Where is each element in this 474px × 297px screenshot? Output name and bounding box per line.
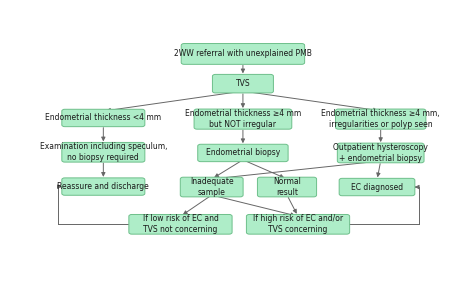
- FancyBboxPatch shape: [337, 143, 424, 163]
- FancyBboxPatch shape: [246, 214, 350, 234]
- FancyBboxPatch shape: [212, 75, 273, 93]
- Text: Reassure and discharge: Reassure and discharge: [57, 182, 149, 191]
- Text: Examination including speculum,
no biopsy required: Examination including speculum, no biops…: [40, 142, 167, 162]
- FancyBboxPatch shape: [194, 109, 292, 129]
- FancyBboxPatch shape: [62, 143, 145, 162]
- Text: If low risk of EC and
TVS not concerning: If low risk of EC and TVS not concerning: [143, 214, 219, 234]
- Text: 2WW referral with unexplained PMB: 2WW referral with unexplained PMB: [174, 49, 312, 59]
- Text: Inadequate
sample: Inadequate sample: [190, 177, 234, 197]
- FancyBboxPatch shape: [62, 178, 145, 195]
- Text: Outpatient hysteroscopy
+ endometrial biopsy: Outpatient hysteroscopy + endometrial bi…: [333, 143, 428, 163]
- FancyBboxPatch shape: [129, 214, 232, 234]
- FancyBboxPatch shape: [339, 178, 415, 196]
- Text: EC diagnosed: EC diagnosed: [351, 183, 403, 192]
- Text: Endometrial thickness ≥4 mm
but NOT irregular: Endometrial thickness ≥4 mm but NOT irre…: [185, 109, 301, 129]
- Text: If high risk of EC and/or
TVS concerning: If high risk of EC and/or TVS concerning: [253, 214, 343, 234]
- FancyBboxPatch shape: [62, 109, 145, 127]
- FancyBboxPatch shape: [181, 44, 305, 64]
- FancyBboxPatch shape: [198, 144, 288, 162]
- Text: Endometrial thickness <4 mm: Endometrial thickness <4 mm: [46, 113, 161, 122]
- FancyBboxPatch shape: [336, 109, 426, 129]
- FancyBboxPatch shape: [180, 177, 243, 197]
- Text: Endometrial thickness ≥4 mm,
irregularities or polyp seen: Endometrial thickness ≥4 mm, irregularit…: [321, 109, 440, 129]
- Text: Normal
result: Normal result: [273, 177, 301, 197]
- FancyBboxPatch shape: [257, 177, 317, 197]
- Text: Endometrial biopsy: Endometrial biopsy: [206, 148, 280, 157]
- Text: TVS: TVS: [236, 79, 250, 88]
